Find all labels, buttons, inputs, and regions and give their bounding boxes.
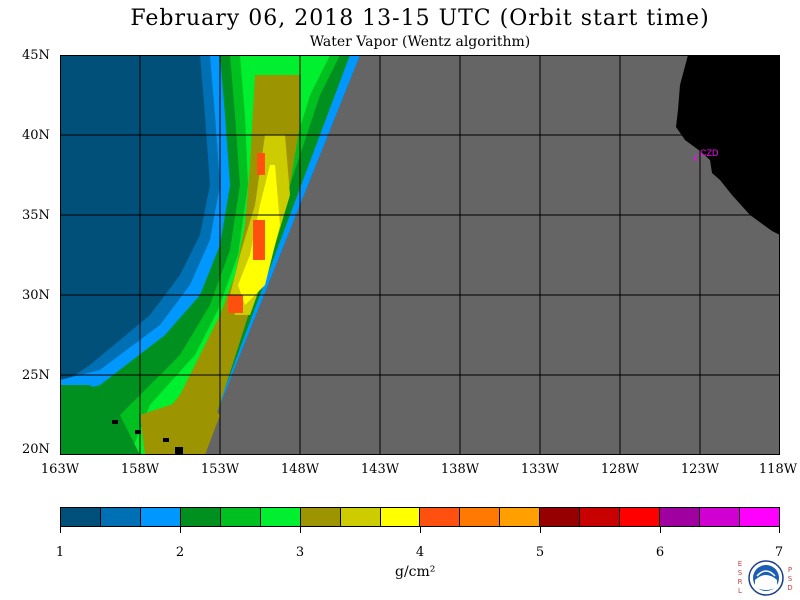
station-marker [693, 154, 698, 162]
island-1 [112, 420, 118, 424]
map-subtitle: Water Vapor (Wentz algorithm) [309, 34, 531, 50]
colorbar-tickmark [300, 527, 301, 533]
lon-label-133w: 133W [520, 462, 560, 477]
colorbar-tick-label: 2 [175, 545, 185, 560]
lon-label-138w: 138W [440, 462, 480, 477]
noaa-seal [748, 560, 784, 596]
colorbar-tick-label: 4 [415, 545, 425, 560]
colorbar-segment [699, 508, 739, 526]
lat-label-30n: 30N [22, 288, 50, 303]
lon-label-153w: 153W [200, 462, 240, 477]
colorbar-segment [499, 508, 540, 526]
lat-label-20n: 20N [22, 442, 50, 457]
colorbar-segment [179, 508, 220, 526]
lon-label-158w: 158W [120, 462, 160, 477]
colorbar-tick-label: 7 [774, 545, 784, 560]
land-north-america [676, 55, 780, 235]
colorbar-tickmark [779, 527, 780, 533]
lat-label-40n: 40N [22, 128, 50, 143]
lon-label-143w: 143W [360, 462, 400, 477]
lon-label-118w: 118W [758, 462, 798, 477]
colorbar-segment [459, 508, 500, 526]
grid-lines [60, 55, 780, 455]
colorbar-segment [139, 508, 180, 526]
colorbar-segment [738, 508, 779, 526]
map-frame [60, 55, 780, 455]
lat-label-25n: 25N [22, 368, 50, 383]
island-2 [135, 430, 141, 434]
high-vapor-spot-2 [228, 295, 243, 313]
colorbar-tickmark [540, 527, 541, 533]
station-label: CZD [700, 148, 719, 158]
colorbar-tick-label: 5 [535, 545, 545, 560]
lat-label-45n: 45N [22, 48, 50, 63]
swath-hawaii-olive [140, 395, 220, 455]
colorbar-segment [99, 508, 140, 526]
colorbar-segment [339, 508, 380, 526]
lon-label-163w: 163W [40, 462, 80, 477]
high-vapor-spot-1 [253, 220, 265, 260]
lat-label-35n: 35N [22, 208, 50, 223]
colorbar-tick-label: 1 [55, 545, 65, 560]
colorbar-segment [579, 508, 620, 526]
water-vapor-map: CZD [60, 55, 780, 455]
swath-hawaii-green [60, 385, 140, 455]
colorbar-tickmark [60, 527, 61, 533]
colorbar-tickmark [180, 527, 181, 533]
island-4 [175, 447, 183, 455]
color-scale-bar [60, 507, 780, 527]
lon-label-123w: 123W [680, 462, 720, 477]
colorbar-segment [539, 508, 580, 526]
lon-label-148w: 148W [280, 462, 320, 477]
lon-label-128w: 128W [600, 462, 640, 477]
colorbar-segment [299, 508, 340, 526]
colorbar-segment [219, 508, 260, 526]
colorbar-unit-label: g/cm² [395, 564, 436, 580]
colorbar-tick-label: 6 [655, 545, 665, 560]
island-3 [163, 438, 169, 442]
colorbar-segment [419, 508, 460, 526]
high-vapor-spot-3 [257, 153, 265, 175]
colorbar-segment [61, 508, 100, 526]
map-title: February 06, 2018 13-15 UTC (Orbit start… [130, 6, 710, 31]
colorbar-segment [259, 508, 300, 526]
colorbar-segment [659, 508, 699, 526]
colorbar-segment [619, 508, 660, 526]
colorbar-tick-label: 3 [295, 545, 305, 560]
colorbar-tickmark [420, 527, 421, 533]
colorbar-segment [379, 508, 420, 526]
colorbar-tickmark [660, 527, 661, 533]
